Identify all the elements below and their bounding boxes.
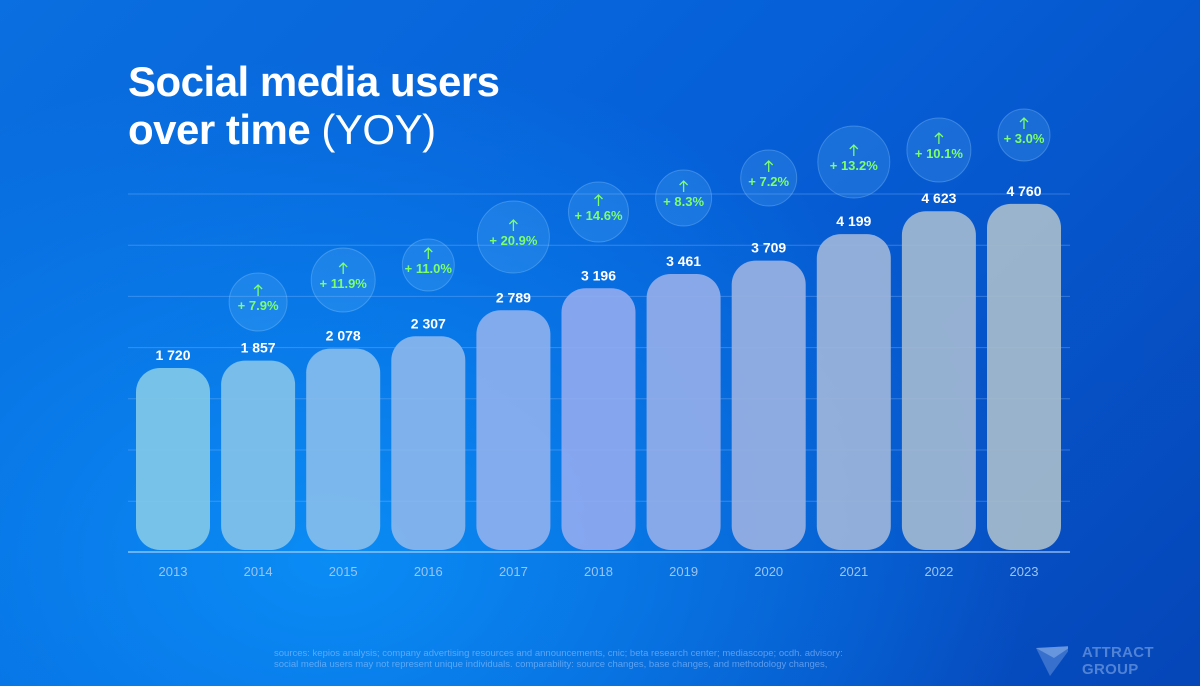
logo-mark-icon [1036,646,1068,676]
yoy-label: + 10.1% [915,146,964,161]
arrow-up-icon [594,194,603,206]
bar-2023 [987,203,1061,550]
yoy-label: + 3.0% [1004,131,1045,146]
yoy-bubble [476,200,550,274]
brand-logo: ATTRACT GROUP [1036,644,1200,678]
value-label: 2 307 [411,315,446,331]
bar-2018 [561,288,636,550]
yoy-bubble [655,169,713,227]
value-label: 3 461 [666,253,701,269]
bar-2015 [306,348,381,550]
x-tick-label: 2020 [754,564,783,579]
arrow-up-icon [253,284,263,296]
logo-text: ATTRACT GROUP [1082,644,1154,678]
x-tick-label: 2016 [414,564,443,579]
value-label: 4 623 [921,190,956,206]
x-tick-label: 2017 [499,564,528,579]
bar-2017 [476,310,551,550]
footnote-line-2: social media users may not represent uni… [274,659,828,670]
title-line-1: Social media users [128,58,500,105]
arrow-up-icon [1019,117,1029,129]
arrow-up-icon [849,144,859,156]
bar-2019 [646,273,721,550]
bar-2021 [816,234,891,550]
x-tick-label: 2023 [1010,564,1039,579]
arrow-up-icon [679,180,689,192]
yoy-bubble [906,117,972,183]
bar-2022 [901,211,976,550]
arrow-up-icon [508,219,518,231]
yoy-bubble [817,125,891,199]
yoy-label: + 13.2% [830,158,879,173]
yoy-label: + 11.0% [405,261,453,276]
bar-2016 [391,336,466,550]
yoy-bubble [740,149,798,207]
x-tick-label: 2014 [244,564,273,579]
yoy-bubble [568,181,629,243]
value-label: 3 196 [581,267,616,283]
x-tick-label: 2015 [329,564,358,579]
value-label: 2 789 [496,289,531,305]
chart-title: Social media users over time (YOY) [128,58,500,154]
x-tick-label: 2022 [924,564,953,579]
yoy-label: + 8.3% [663,194,704,209]
yoy-bubble [228,272,288,332]
value-label: 3 709 [751,240,786,256]
arrow-up-icon [423,247,433,259]
yoy-bubble [401,238,455,292]
arrow-up-icon [764,160,774,172]
yoy-label: + 14.6% [574,208,623,223]
yoy-bubble [310,247,376,313]
yoy-label: + 11.9% [320,276,368,291]
x-tick-label: 2019 [669,564,698,579]
title-suffix: (YOY) [321,106,436,153]
x-tick-label: 2013 [159,564,188,579]
arrow-up-icon [338,262,348,274]
value-label: 1 720 [155,347,190,363]
value-label: 1 857 [241,340,276,356]
yoy-label: + 20.9% [489,233,538,248]
value-label: 4 760 [1006,183,1041,199]
yoy-bubble [997,108,1051,162]
bar-2013 [136,368,210,550]
footnote-line-1: sources: kepios analysis; company advert… [274,648,843,659]
x-tick-label: 2021 [839,564,868,579]
bar-2020 [731,260,806,550]
value-label: 4 199 [836,213,871,229]
arrow-up-icon [934,132,944,144]
yoy-label: + 7.9% [238,298,279,313]
bar-2014 [221,360,296,550]
sources-footnote: sources: kepios analysis; company advert… [274,648,843,670]
value-label: 2 078 [326,328,361,344]
title-line-2: over time [128,106,311,153]
yoy-label: + 7.2% [748,174,789,189]
x-tick-label: 2018 [584,564,613,579]
